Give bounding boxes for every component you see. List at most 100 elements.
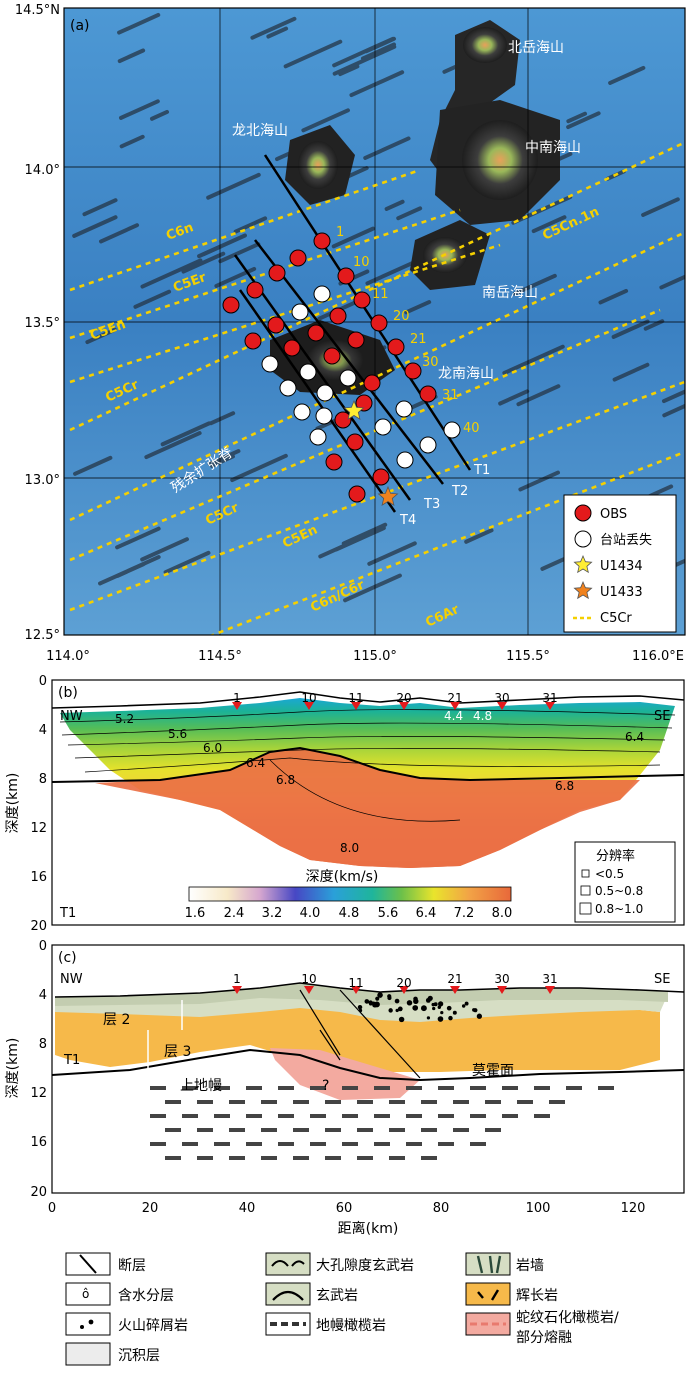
obs-station-marker bbox=[325, 453, 343, 471]
legend-dike-box bbox=[465, 1252, 511, 1276]
obs-station-marker bbox=[246, 281, 264, 299]
fabric-ridge-41 bbox=[360, 42, 396, 61]
cbar-tick-2-4: 2.4 bbox=[224, 906, 245, 921]
resolution-label-high: 0.8~1.0 bbox=[595, 902, 643, 916]
lon-label-115-0: 115.0° bbox=[353, 649, 397, 664]
panel-c-station-labels: 1 10 11 20 21 30 31 bbox=[233, 972, 557, 990]
fabric-ridge-52 bbox=[331, 226, 376, 249]
fabric-ridge-33 bbox=[349, 70, 405, 98]
legend-gabbro-label: 辉长岩 bbox=[516, 1288, 558, 1304]
fabric-ridge-55 bbox=[367, 541, 417, 566]
fabric-ridge-79 bbox=[201, 244, 223, 257]
c-xtick-60: 60 bbox=[336, 1201, 353, 1216]
map-legend: OBS 台站丢失 U1434 U1433 C5Cr bbox=[563, 494, 677, 633]
map-y-axis: 14.5°N 14.0° 13.5° 13.0° 12.5° bbox=[15, 3, 60, 643]
volcaniclastic-dot bbox=[364, 999, 370, 1004]
fabric-ridge-87 bbox=[502, 344, 565, 375]
fabric-ridge-9 bbox=[181, 251, 226, 274]
volcaniclastic-dot bbox=[438, 1001, 444, 1007]
obs-station-marker bbox=[244, 332, 262, 350]
volcaniclastic-dot bbox=[425, 997, 431, 1003]
fabric-ridge-48 bbox=[498, 389, 530, 406]
contour-label-6-8-right: 6.8 bbox=[555, 779, 574, 793]
resolution-legend-box bbox=[574, 841, 676, 923]
panel-c-label: (c) bbox=[58, 950, 77, 966]
fault-line-3 bbox=[319, 1029, 341, 1061]
label-nanyue-seamount: 南岳海山 bbox=[482, 285, 538, 301]
b-ytick-0: 0 bbox=[39, 674, 47, 689]
panel-c-station-markers bbox=[232, 986, 555, 994]
fabric-ridge-2 bbox=[115, 526, 161, 550]
b-station-1: 1 bbox=[233, 691, 241, 705]
cbar-tick-1-6: 1.6 bbox=[185, 906, 206, 921]
fabric-ridge-30 bbox=[72, 215, 118, 238]
obs-station-marker bbox=[346, 433, 364, 451]
lost-station-marker bbox=[316, 384, 334, 402]
aquifer-icon: ô bbox=[82, 1287, 89, 1301]
volcaniclastic-dot bbox=[374, 1001, 380, 1008]
resolution-title: 分辨率 bbox=[596, 848, 635, 864]
legend-peridotite-label: 地幔橄榄岩 bbox=[316, 1318, 386, 1334]
lithology-legend: 断层 ô 含水分层 火山碎屑岩 沉积层 大孔隙度玄武岩 玄武岩 地幔橄榄岩 岩墙… bbox=[65, 1252, 619, 1366]
b-ytick-12: 12 bbox=[30, 821, 47, 836]
fabric-ridge-81 bbox=[85, 327, 117, 345]
volcaniclastic-dot bbox=[357, 1004, 363, 1010]
faults bbox=[299, 989, 421, 1079]
volcaniclastic-dot bbox=[406, 1000, 413, 1006]
c-ytick-8: 8 bbox=[39, 1037, 47, 1052]
dike-icon bbox=[476, 1255, 502, 1274]
fabric-ridge-20 bbox=[641, 197, 680, 217]
fabric-ridge-56 bbox=[343, 573, 402, 603]
panel-c-annotations: 层 2 层 3 上地幔 莫霍面 ? bbox=[103, 1012, 514, 1094]
fabric-ridge-35 bbox=[160, 421, 212, 447]
fabric-ridge-69 bbox=[301, 108, 350, 133]
panel-b-nw: NW bbox=[60, 709, 83, 724]
mantle-region bbox=[95, 748, 640, 868]
obs-station-marker bbox=[323, 347, 341, 365]
colorbar-ramp bbox=[188, 886, 512, 902]
lost-station-marker bbox=[395, 400, 413, 418]
lost-station-marker bbox=[339, 369, 357, 387]
volcaniclastic-dot bbox=[398, 1016, 405, 1023]
cbar-tick-6-4: 6.4 bbox=[416, 906, 437, 921]
contour-label-4-8: 4.8 bbox=[473, 709, 492, 723]
survey-line-labels: T1 T2 T3 T4 bbox=[399, 463, 490, 528]
obs-station-marker bbox=[419, 385, 437, 403]
seafloor-line-c bbox=[54, 982, 685, 998]
legend-lost-station-symbol bbox=[574, 530, 592, 548]
colorbar-title: 深度(km/s) bbox=[306, 869, 379, 885]
lost-station-marker bbox=[293, 403, 311, 421]
u1433-site-marker bbox=[377, 485, 399, 506]
label-longbei-seamount: 龙北海山 bbox=[232, 123, 288, 139]
fabric-ridge-78 bbox=[608, 65, 646, 85]
c-station-30: 30 bbox=[494, 972, 509, 986]
survey-lines bbox=[233, 154, 472, 513]
panel-c-x-label: 距离(km) bbox=[338, 1220, 399, 1237]
fabric-ridge-83 bbox=[363, 136, 411, 160]
b-station-21: 21 bbox=[447, 691, 462, 705]
fabric-ridge-70 bbox=[207, 449, 241, 466]
contour-6-8 bbox=[84, 757, 661, 773]
station-triangle bbox=[304, 702, 314, 710]
obs-station-marker bbox=[313, 232, 331, 250]
contour-label-8-0: 8.0 bbox=[340, 841, 359, 855]
legend-c5cr-label: C5Cr bbox=[600, 611, 632, 626]
b-ytick-20: 20 bbox=[30, 919, 47, 934]
u1434-site-marker bbox=[343, 399, 365, 420]
obs-station-marker bbox=[370, 314, 388, 332]
b-ytick-8: 8 bbox=[39, 772, 47, 787]
contour-label-6-0: 6.0 bbox=[203, 741, 222, 755]
seamounts bbox=[270, 20, 560, 395]
legend-sediment-label: 沉积层 bbox=[118, 1348, 160, 1364]
c-station-31: 31 bbox=[542, 972, 557, 986]
lat-label-12-5: 12.5° bbox=[25, 628, 60, 643]
fabric-ridge-31 bbox=[332, 44, 397, 76]
panel-b-station-markers bbox=[232, 702, 555, 710]
fabric-ridge-54 bbox=[140, 537, 189, 562]
volcaniclastic-icon-dot2 bbox=[88, 1319, 94, 1325]
fabric-ridge-24 bbox=[230, 453, 288, 482]
legend-u1433-symbol bbox=[573, 580, 593, 600]
volcaniclastic-dot bbox=[369, 1002, 373, 1006]
c-ytick-20: 20 bbox=[30, 1185, 47, 1200]
fabric-ridge-15 bbox=[598, 288, 629, 305]
